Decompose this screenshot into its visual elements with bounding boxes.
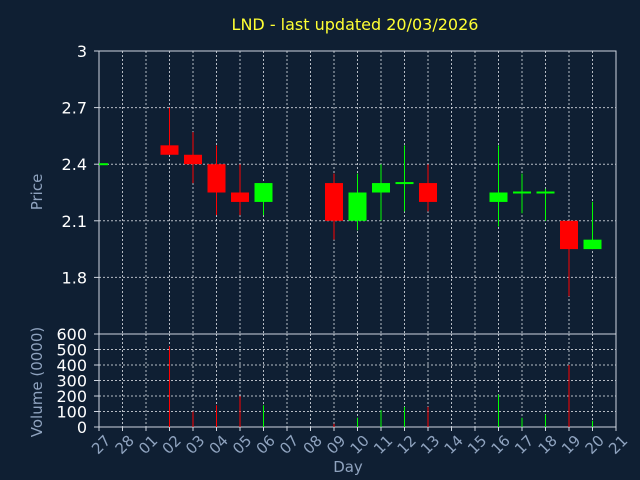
candle-body	[583, 239, 602, 250]
price-tick-label: 2.1	[62, 212, 87, 231]
x-tick-label: 16	[488, 432, 514, 458]
x-tick-label: 27	[88, 432, 114, 458]
x-tick-label: 06	[253, 432, 279, 458]
price-panel: 1.8 2.1 2.4 2.7 3 Price	[28, 42, 617, 335]
candle-body	[372, 183, 390, 193]
x-tick-label: 09	[323, 432, 349, 458]
volume-tick-label: 500	[56, 341, 87, 360]
volume-tick-label: 400	[56, 356, 87, 375]
price-tick-label: 3	[77, 42, 87, 61]
price-tick-label: 2.4	[62, 155, 87, 174]
volume-tick-label: 300	[56, 372, 87, 391]
x-tick-label: 10	[347, 432, 373, 458]
candle-body	[231, 192, 249, 202]
candle-body	[207, 164, 226, 193]
x-tick-label: 07	[276, 432, 302, 458]
x-tick-label: 15	[464, 432, 490, 458]
x-tick-label: 14	[441, 432, 467, 458]
price-tick-label: 2.7	[62, 99, 87, 118]
x-tick-label: 13	[417, 432, 443, 458]
x-tick-label: 01	[135, 432, 161, 458]
candle-body	[489, 192, 508, 202]
x-tick-label: 11	[370, 432, 396, 458]
volume-axis-label: Volume (0000)	[28, 327, 46, 437]
x-tick-label: 19	[558, 432, 584, 458]
x-tick-label: 28	[112, 432, 138, 458]
x-tick-label: 03	[182, 432, 208, 458]
candle-body	[348, 192, 367, 221]
x-tick-label: 18	[535, 432, 561, 458]
candle-body	[160, 145, 179, 155]
x-tick-label: 17	[511, 432, 537, 458]
price-axis-label: Price	[28, 174, 46, 211]
candle-body	[395, 182, 414, 185]
volume-tick-label: 100	[56, 403, 87, 422]
candle-body	[560, 220, 578, 250]
x-tick-label: 21	[605, 432, 631, 458]
volume-tick-label: 600	[56, 325, 87, 344]
candle-body	[184, 154, 202, 165]
candle-body	[536, 191, 555, 194]
x-tick-label: 04	[206, 432, 232, 458]
candle-body	[513, 191, 531, 194]
candle-body	[254, 183, 273, 202]
x-tick-label: 20	[582, 432, 608, 458]
x-tick-label: 08	[300, 432, 326, 458]
x-axis-label: Day	[333, 458, 363, 476]
volume-tick-label: 200	[56, 387, 87, 406]
x-tick-label: 05	[229, 432, 255, 458]
price-tick-label: 1.8	[62, 268, 87, 287]
x-tick-label: 02	[159, 432, 185, 458]
x-tick-label: 12	[394, 432, 420, 458]
candle-body	[325, 183, 343, 221]
chart-title: LND - last updated 20/03/2026	[232, 15, 479, 34]
candle-body	[419, 183, 437, 202]
volume-tick-label: 0	[77, 418, 87, 437]
candle-body	[99, 163, 108, 166]
